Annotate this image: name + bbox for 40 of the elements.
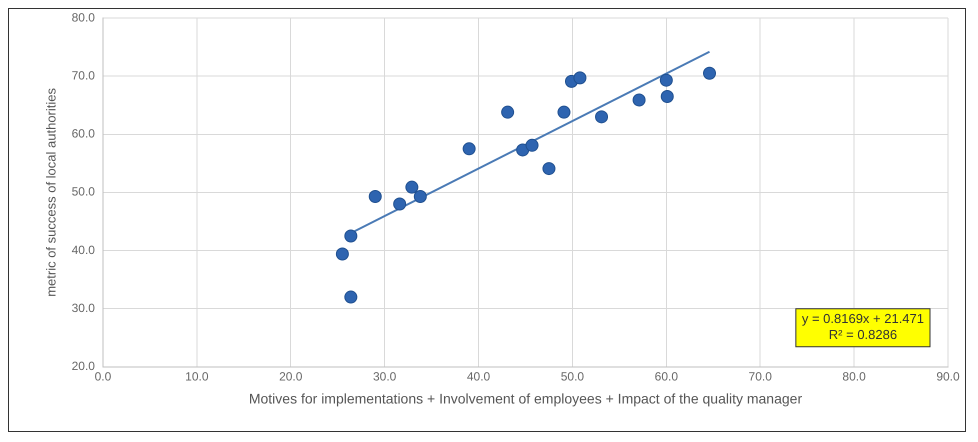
point xyxy=(368,190,382,203)
x-tick-label: 80.0 xyxy=(842,369,866,384)
point xyxy=(632,93,646,106)
y-axis-title: metric of success of local authorities xyxy=(43,88,58,297)
x-axis-title: Motives for implementations + Involvement of employees + Impact of the quality manager xyxy=(248,390,802,406)
point xyxy=(703,66,716,80)
point xyxy=(595,110,608,124)
x-tick-label: 50.0 xyxy=(560,369,584,384)
annotation: y = 0.8169x + 21.471 xyxy=(802,310,924,326)
annotation: R² = 0.8286 xyxy=(828,326,898,342)
x-tick-label: 40.0 xyxy=(466,369,491,384)
x-tick-label: 0.0 xyxy=(94,369,112,384)
point xyxy=(344,290,358,304)
point xyxy=(660,74,673,87)
point xyxy=(336,248,349,261)
x-tick-label: 90.0 xyxy=(936,369,960,384)
point xyxy=(573,71,586,84)
point xyxy=(462,142,476,156)
x-tick-label: 60.0 xyxy=(654,369,678,384)
x-tick-label: 30.0 xyxy=(372,369,397,384)
y-tick-label: 50.0 xyxy=(72,184,96,199)
y-tick-label: 30.0 xyxy=(72,300,96,315)
point xyxy=(393,198,406,211)
point xyxy=(405,180,418,194)
point xyxy=(526,138,539,152)
x-tick-label: 20.0 xyxy=(279,369,303,384)
y-tick-label: 40.0 xyxy=(72,242,96,257)
point xyxy=(660,90,674,103)
point xyxy=(414,190,427,203)
point xyxy=(516,143,530,156)
y-tick-label: 70.0 xyxy=(72,68,96,82)
y-tick-label: 60.0 xyxy=(72,126,96,141)
point xyxy=(501,106,514,119)
x-tick-label: 10.0 xyxy=(185,369,209,384)
point xyxy=(344,230,358,242)
y-tick-label: 20.0 xyxy=(72,359,96,374)
y-tick-label: 80.0 xyxy=(72,10,96,24)
x-tick-label: 70.0 xyxy=(748,369,772,384)
point xyxy=(557,106,570,119)
point xyxy=(542,162,556,176)
